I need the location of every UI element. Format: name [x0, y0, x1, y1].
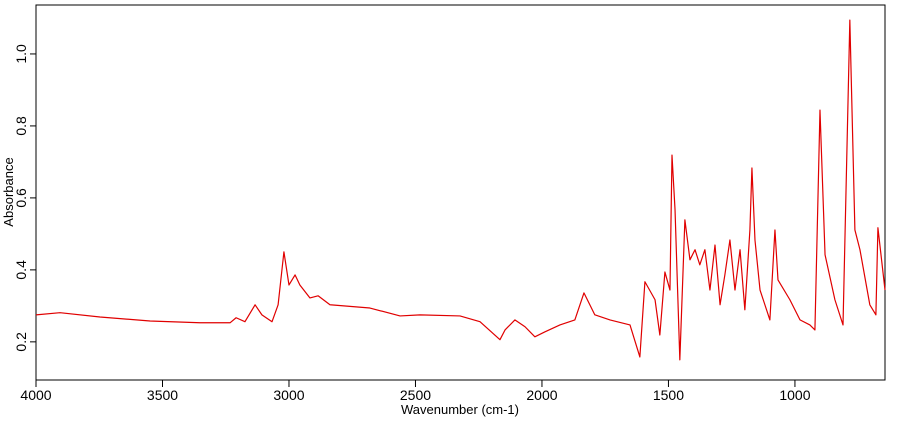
y-tick-label: 0.2 — [13, 332, 29, 352]
x-tick-label: 1000 — [779, 387, 810, 403]
x-tick-label: 2500 — [400, 387, 431, 403]
x-tick-label: 3500 — [147, 387, 178, 403]
y-tick-label: 1.0 — [13, 44, 29, 64]
x-tick-label: 3000 — [273, 387, 304, 403]
x-tick-label: 4000 — [20, 387, 51, 403]
y-tick-label: 0.4 — [13, 260, 29, 280]
x-tick-label: 2000 — [526, 387, 557, 403]
y-tick-label: 0.6 — [13, 188, 29, 208]
y-tick-label: 0.8 — [13, 116, 29, 136]
x-tick-label: 1500 — [653, 387, 684, 403]
x-axis-title: Wavenumber (cm-1) — [401, 402, 519, 417]
plot-frame — [35, 4, 886, 381]
y-axis-title: Absorbance — [1, 157, 16, 226]
spectrum-line — [35, 19, 886, 361]
